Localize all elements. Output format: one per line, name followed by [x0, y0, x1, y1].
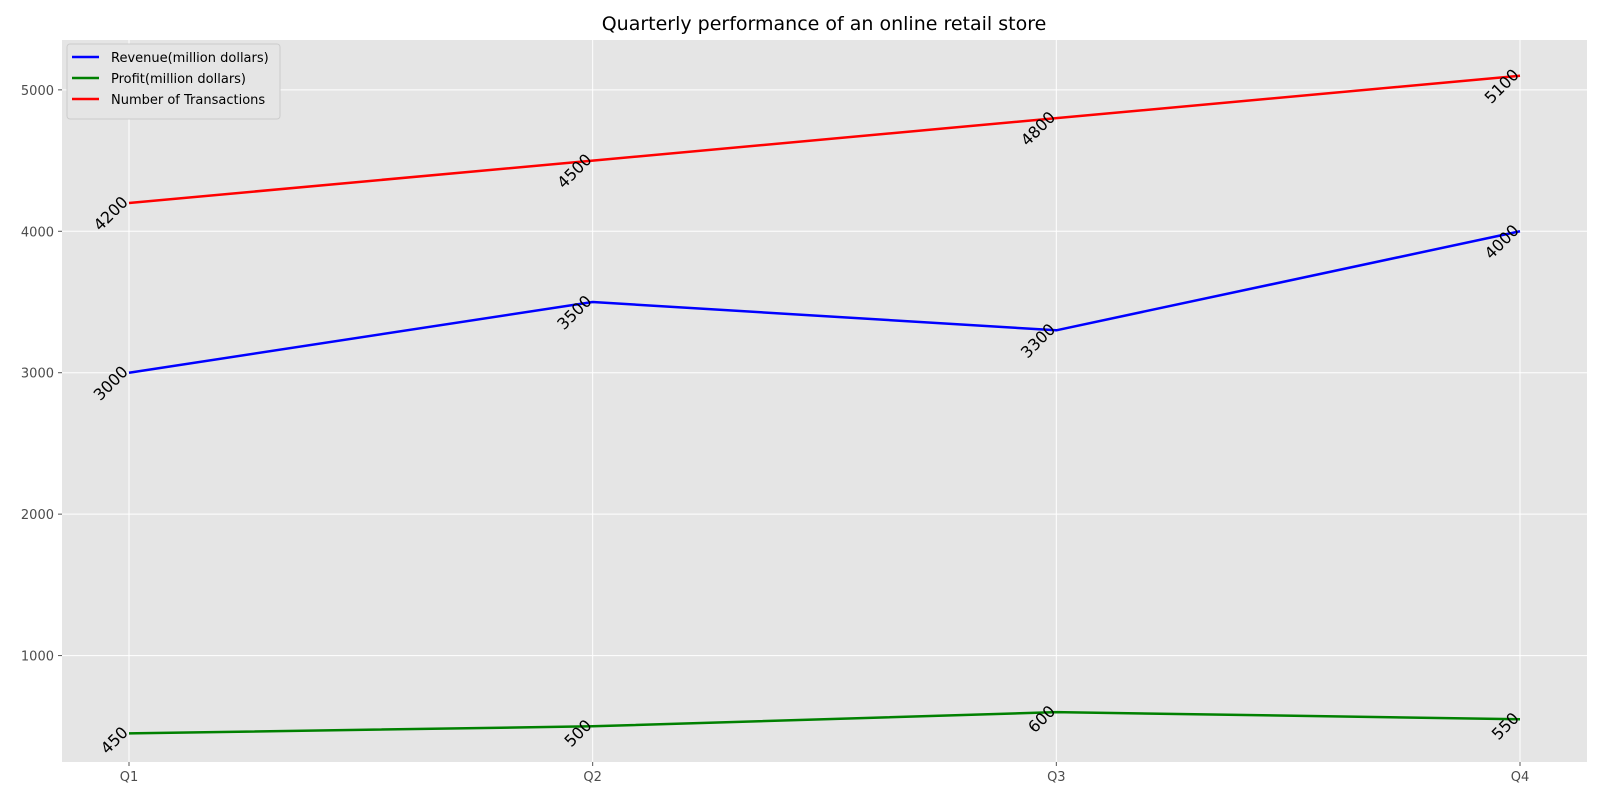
y-tick-label: 4000 [21, 225, 54, 240]
x-tick-label: Q1 [120, 770, 139, 785]
legend: Revenue(million dollars) Profit(million d… [66, 43, 281, 120]
plot-area [62, 40, 1587, 762]
legend-label: Profit(million dollars) [111, 72, 246, 87]
x-tick-label: Q4 [1511, 770, 1530, 785]
y-tick-label: 1000 [21, 650, 54, 665]
series-line [128, 710, 1521, 735]
legend-label: Number of Transactions [111, 93, 265, 108]
grid [62, 40, 1587, 762]
y-axis: 1000 2000 3000 4000 5000 [21, 84, 62, 665]
y-tick-label: 5000 [21, 84, 54, 99]
chart-title: Quarterly performance of an online retai… [602, 13, 1047, 35]
y-tick-label: 3000 [21, 367, 54, 382]
x-tick-label: Q3 [1047, 770, 1066, 785]
series-line [128, 230, 1521, 374]
legend-box [66, 43, 281, 120]
x-axis: Q1 Q2 Q3 Q4 [120, 762, 1530, 785]
legend-label: Revenue(million dollars) [111, 51, 269, 66]
x-tick-label: Q2 [583, 770, 602, 785]
series-line [128, 74, 1521, 205]
series-lines [128, 74, 1521, 735]
y-tick-label: 2000 [21, 508, 54, 523]
